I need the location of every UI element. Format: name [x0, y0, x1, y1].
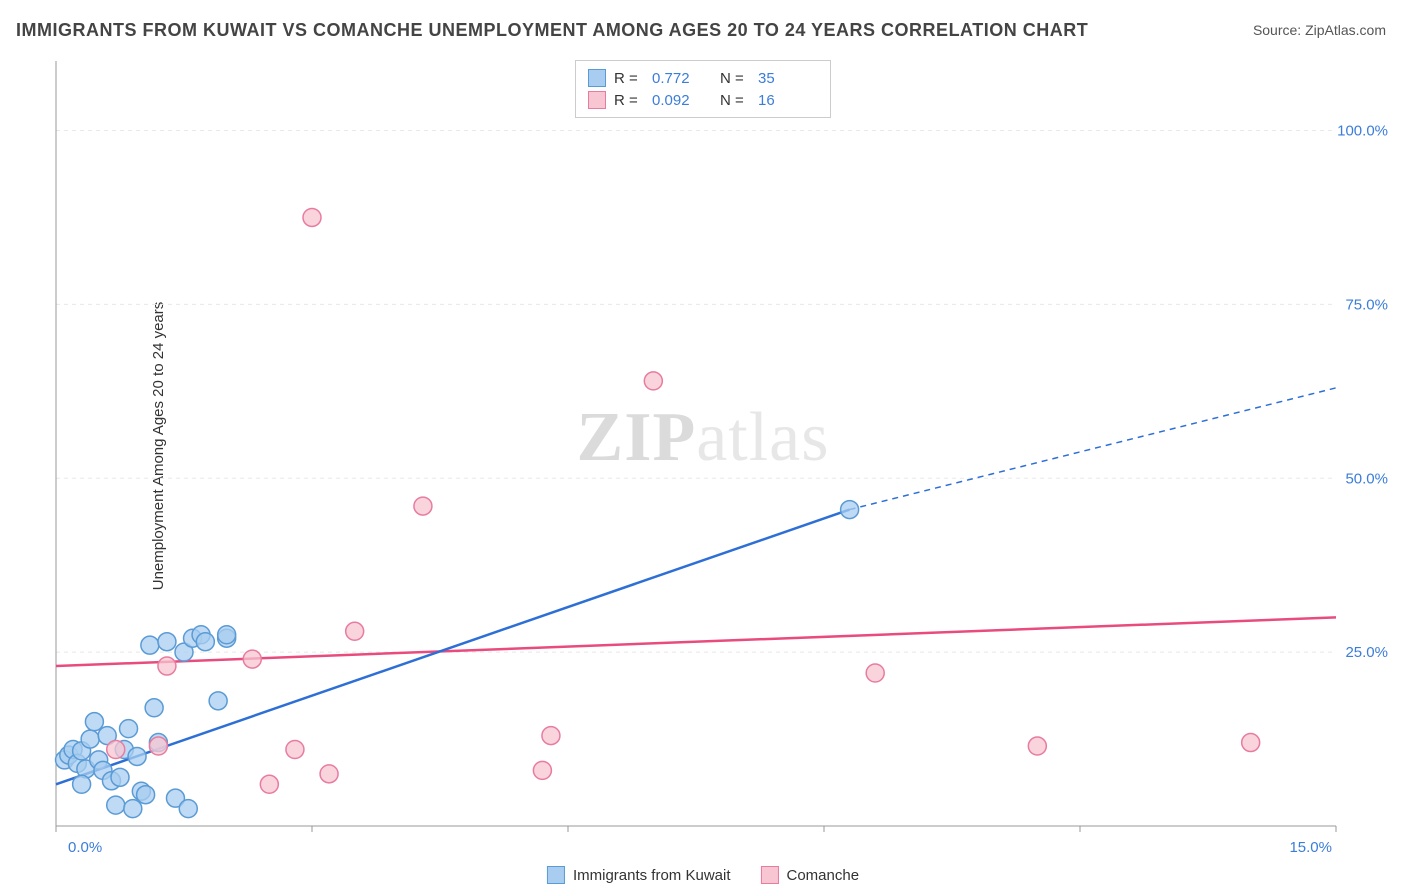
chart-title: IMMIGRANTS FROM KUWAIT VS COMANCHE UNEMP… [16, 20, 1088, 41]
source-attribution: Source: ZipAtlas.com [1253, 22, 1386, 38]
legend-swatch-series2 [588, 91, 606, 109]
n-label: N = [720, 92, 750, 109]
r-value-series2: 0.092 [652, 92, 712, 109]
legend-row-series1: R = 0.772 N = 35 [588, 67, 818, 89]
n-value-series1: 35 [758, 70, 818, 87]
source-value: ZipAtlas.com [1305, 22, 1386, 38]
svg-text:25.0%: 25.0% [1345, 644, 1388, 661]
chart-plot-area: 25.0% 50.0% 75.0% 100.0% 0.0% 15.0% [50, 55, 1396, 856]
legend-row-series2: R = 0.092 N = 16 [588, 89, 818, 111]
legend-item-series2: Comanche [761, 866, 860, 884]
r-label: R = [614, 70, 644, 87]
legend-swatch-bottom2 [761, 866, 779, 884]
n-label: N = [720, 70, 750, 87]
legend-label-series2: Comanche [787, 867, 860, 884]
svg-text:0.0%: 0.0% [68, 839, 102, 856]
legend-swatch-bottom1 [547, 866, 565, 884]
svg-text:50.0%: 50.0% [1345, 470, 1388, 487]
svg-text:15.0%: 15.0% [1289, 839, 1332, 856]
legend-swatch-series1 [588, 69, 606, 87]
correlation-legend: R = 0.772 N = 35 R = 0.092 N = 16 [575, 60, 831, 118]
r-value-series1: 0.772 [652, 70, 712, 87]
r-label: R = [614, 92, 644, 109]
series-legend: Immigrants from Kuwait Comanche [547, 866, 859, 884]
n-value-series2: 16 [758, 92, 818, 109]
svg-text:100.0%: 100.0% [1337, 123, 1388, 140]
legend-item-series1: Immigrants from Kuwait [547, 866, 731, 884]
legend-label-series1: Immigrants from Kuwait [573, 867, 731, 884]
svg-text:75.0%: 75.0% [1345, 296, 1388, 313]
scatter-chart-svg: 25.0% 50.0% 75.0% 100.0% 0.0% 15.0% [50, 55, 1396, 856]
source-label: Source: [1253, 22, 1305, 38]
